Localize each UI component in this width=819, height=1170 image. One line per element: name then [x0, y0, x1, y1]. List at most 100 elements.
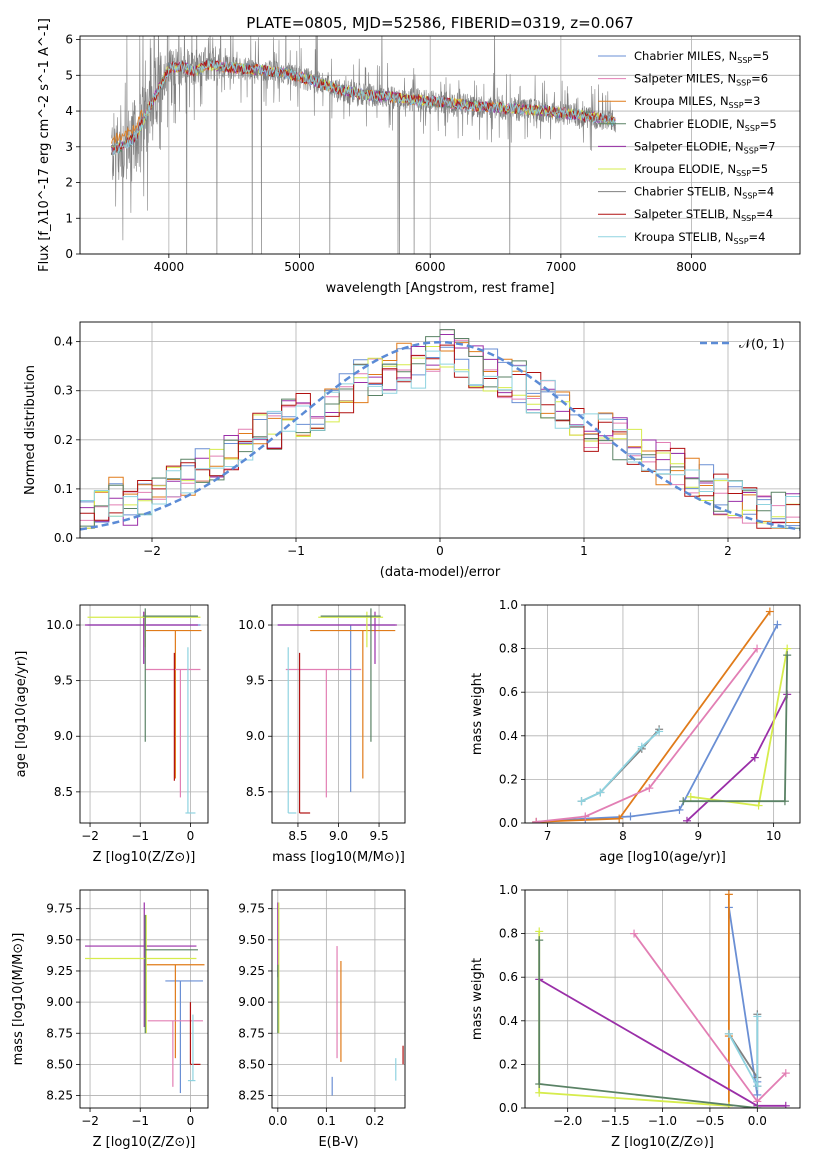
x-tick-label: 6000: [415, 260, 446, 274]
spectrum-panel: 4000 5000 6000 7000 8000 0 1 2 3 4 5 6 wavelength [A…: [37, 18, 801, 296]
x-tick-label: 10: [766, 829, 781, 843]
x-tick-label: −0.5: [695, 1114, 724, 1128]
series-line-cyan: [581, 730, 660, 803]
x-axis-label: Z [log10(Z/Z⊙)]: [93, 1135, 196, 1150]
series-line-orange: [536, 610, 771, 823]
x-tick-label: 4000: [154, 260, 185, 274]
y-tick-label: 0: [65, 247, 73, 261]
x-tick-label: 9: [694, 829, 702, 843]
axes-frame: [524, 604, 801, 824]
legend-value: =3: [744, 94, 761, 108]
figure-title: PLATE=0805, MJD=52586, FIBERID=0319, z=0…: [246, 14, 633, 32]
x-axis-label: mass [log10(M/M⊙)]: [272, 850, 405, 865]
x-tick-label: 8: [619, 829, 627, 843]
legend-subscript: SSP: [736, 169, 751, 178]
series-line-gray: [728, 1014, 759, 1087]
legend-entry: Salpeter STELIB, NSSP=4: [634, 207, 773, 223]
y-tick-label: 8.5: [246, 785, 265, 799]
y-tick-label: 8.5: [54, 785, 73, 799]
y-tick-label: 0.1: [54, 482, 73, 496]
y-tick-label: 1.0: [499, 598, 518, 612]
y-tick-label: 8.25: [46, 1089, 73, 1103]
legend-value: =5: [760, 117, 777, 131]
massweight-vs-age-panel: 7 8 9 10 0.0 0.2 0.4 0.6 0.8 1.0 age [log10(age/yr…: [470, 598, 801, 865]
series-line-gray: [581, 728, 660, 803]
x-tick-label: 0.0: [268, 1114, 287, 1128]
x-axis-label: Z [log10(Z/Z⊙)]: [93, 850, 196, 865]
y-tick-label: 0.2: [499, 1057, 518, 1071]
y-tick-label: 0.0: [54, 531, 73, 545]
y-tick-label: 6: [65, 33, 73, 47]
x-axis-label: wavelength [Angstrom, rest frame]: [326, 281, 555, 296]
legend-entry: Chabrier ELODIE, NSSP=5: [634, 117, 777, 133]
legend-entry: Kroupa MILES, NSSP=3: [634, 94, 760, 110]
axes-frame: [79, 604, 209, 824]
axes-frame: [271, 604, 406, 824]
y-tick-label: 0.2: [499, 772, 518, 786]
y-tick-label: 9.25: [238, 964, 265, 978]
legend-entry: Chabrier STELIB, NSSP=4: [634, 185, 774, 201]
y-tick-label: 9.5: [246, 674, 265, 688]
y-tick-label: 0.4: [54, 335, 73, 349]
x-tick-label: 5000: [284, 260, 315, 274]
y-axis-label: mass weight: [470, 673, 485, 755]
series-line-blue: [536, 624, 779, 823]
y-tick-label: 9.50: [46, 933, 73, 947]
y-tick-label: 0.8: [499, 927, 518, 941]
y-tick-label: 10.0: [238, 618, 265, 632]
gaussian-curve: [80, 340, 800, 531]
x-tick-label: 0.0: [748, 1114, 767, 1128]
plot-area: [110, 36, 616, 254]
y-tick-label: 9.0: [54, 729, 73, 743]
legend-value: =7: [759, 139, 776, 153]
legend-value: =5: [752, 49, 769, 63]
y-tick-label: 0.0: [499, 816, 518, 830]
legend: Chabrier MILES, NSSP=5 Salpeter MILES, NS…: [598, 49, 777, 246]
y-tick-label: 2: [65, 176, 73, 190]
x-tick-label: 0: [187, 829, 195, 843]
x-tick-label: 7: [544, 829, 552, 843]
y-tick-label: 8.50: [46, 1057, 73, 1071]
legend-value: =4: [756, 207, 773, 221]
legend-value: =4: [749, 230, 766, 244]
y-tick-label: 9.25: [46, 964, 73, 978]
y-tick-label: 9.75: [238, 902, 265, 916]
massweight-vs-z-panel: −2.0 −1.5 −1.0 −0.5 0.0 0.0 0.2 0.4 0.6 0.8 1.0 Z […: [470, 883, 801, 1150]
y-axis-label: mass [log10(M/M⊙)]: [11, 933, 26, 1066]
y-tick-label: 9.75: [46, 902, 73, 916]
legend-entry: Salpeter MILES, NSSP=6: [634, 72, 768, 88]
legend-entry: Kroupa STELIB, NSSP=4: [634, 230, 765, 246]
plot-area: [80, 329, 800, 531]
legend-value: =5: [751, 162, 768, 176]
x-tick-label: −2.0: [553, 1114, 582, 1128]
y-tick-label: 0.2: [54, 433, 73, 447]
grid: [272, 890, 405, 1108]
legend-subscript: SSP: [737, 56, 752, 65]
legend-subscript: SSP: [744, 146, 759, 155]
x-tick-label: −2: [143, 544, 161, 558]
x-axis-label: (data-model)/error: [380, 565, 501, 580]
y-axis-label: age [log10(age/yr)]: [14, 651, 29, 778]
age-vs-mass-panel: 8.5 9.0 9.5 8.5 9.0 9.5 10.0 mass [log10(M/M⊙)]: [238, 604, 406, 865]
y-tick-label: 0.6: [499, 685, 518, 699]
plot-area: [277, 902, 404, 1096]
axes-frame: [271, 889, 406, 1109]
y-tick-label: 1.0: [499, 883, 518, 897]
axes-frame: [79, 889, 209, 1109]
age-vs-z-panel: −2 −1 0 8.5 9.0 9.5 10.0 Z [log10(Z/Z⊙)] age [lo…: [14, 604, 209, 865]
y-tick-label: 9.00: [46, 995, 73, 1009]
x-tick-label: −1: [131, 1114, 149, 1128]
x-tick-label: 8.5: [288, 829, 307, 843]
legend-subscript: SSP: [741, 214, 756, 223]
grid: [272, 605, 405, 823]
y-tick-label: 8.75: [46, 1026, 73, 1040]
y-tick-label: 9.5: [54, 674, 73, 688]
legend-subscript: SSP: [729, 101, 744, 110]
x-axis-label: Z [log10(Z/Z⊙)]: [611, 1135, 714, 1150]
y-tick-label: 5: [65, 68, 73, 82]
series-line-cyan: [728, 1016, 759, 1087]
x-tick-label: 9.5: [370, 829, 389, 843]
y-tick-label: 0.4: [499, 1014, 518, 1028]
x-tick-label: −1: [131, 829, 149, 843]
axes-frame: [79, 35, 801, 255]
